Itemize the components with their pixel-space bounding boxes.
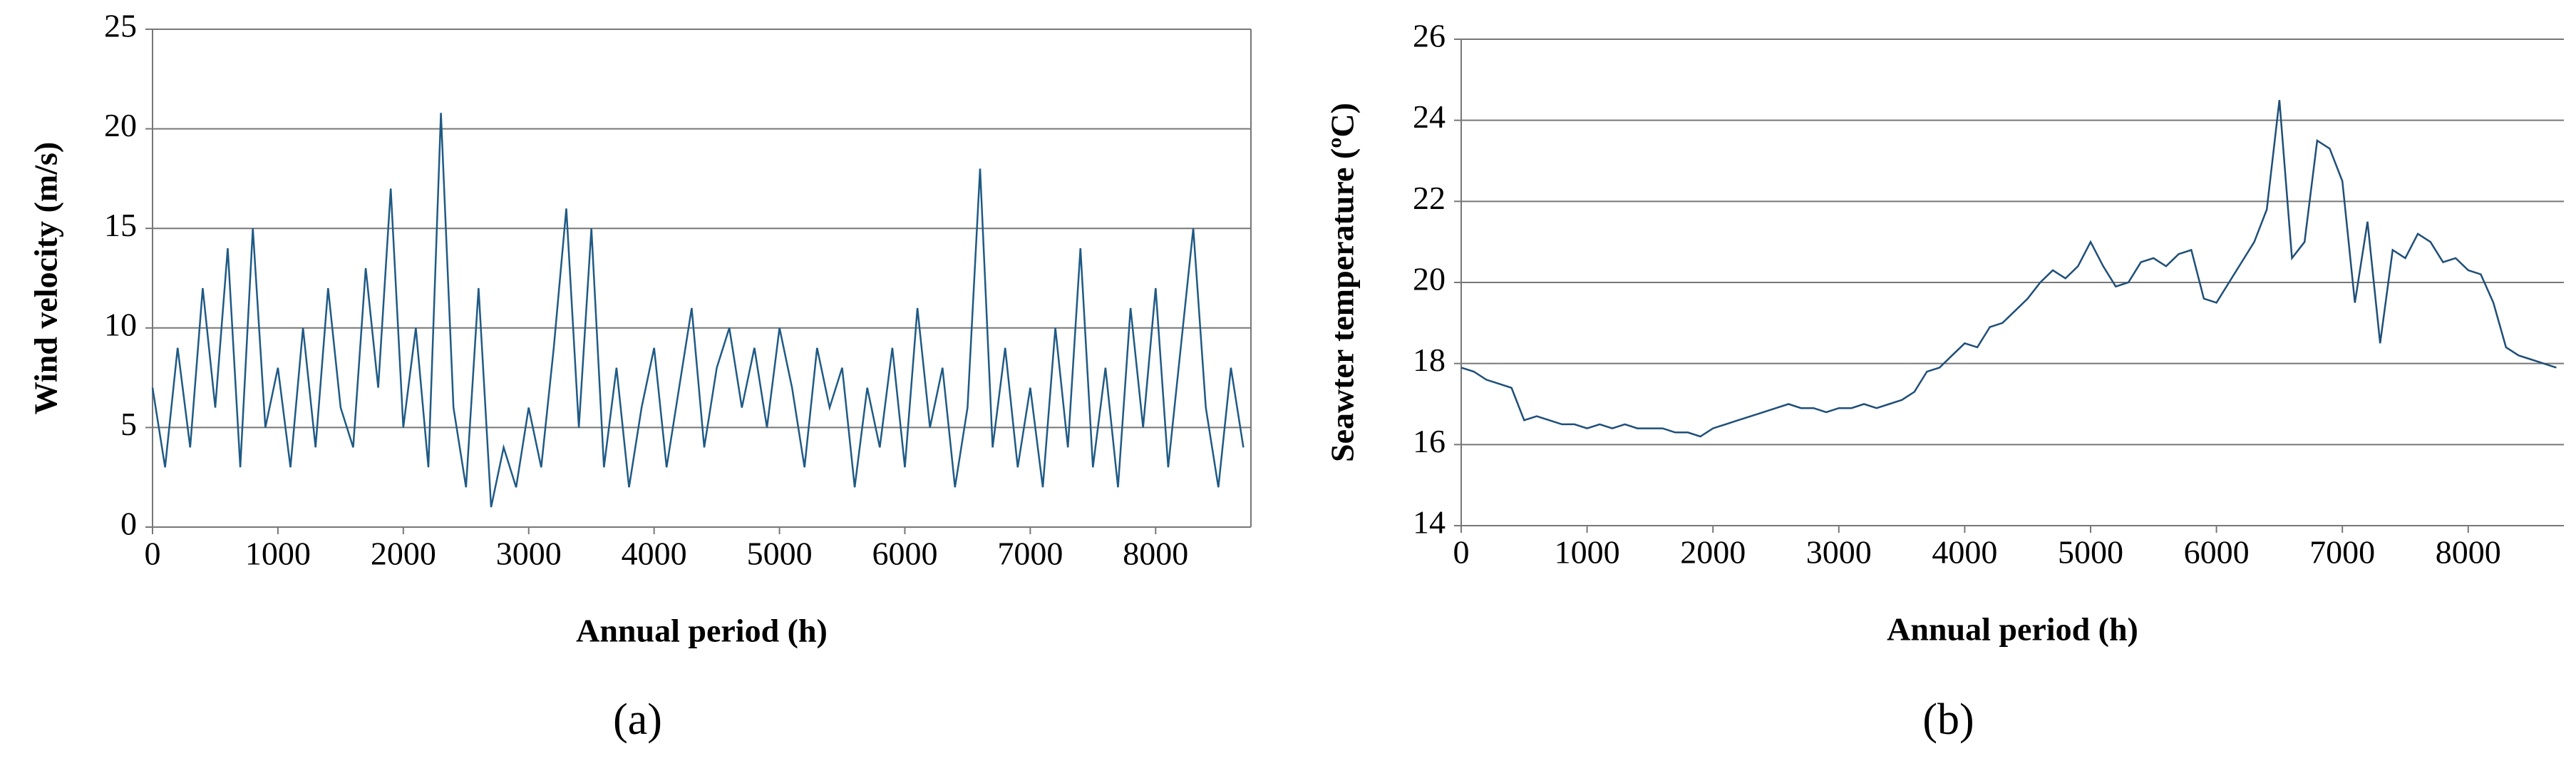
- y-tick-label: 14: [1413, 504, 1446, 541]
- caption: (a): [613, 695, 662, 744]
- y-tick-label: 5: [120, 406, 137, 442]
- x-tick-label: 4000: [622, 536, 687, 572]
- y-axis-title: Seawter temperature (ºC): [1324, 103, 1361, 462]
- x-tick-label: 5000: [747, 536, 813, 572]
- x-tick-label: 7000: [2309, 534, 2375, 571]
- x-tick-label: 0: [1453, 534, 1470, 571]
- y-tick-label: 10: [104, 306, 137, 342]
- x-tick-label: 4000: [1932, 534, 1997, 571]
- x-tick-label: 5000: [2058, 534, 2123, 571]
- y-tick-label: 16: [1413, 423, 1446, 459]
- y-tick-label: 18: [1413, 342, 1446, 378]
- x-tick-label: 2000: [371, 536, 436, 572]
- data-line: [151, 113, 1245, 508]
- x-axis-title: Annual period (h): [576, 613, 828, 649]
- chart: 0 5 10 15 20 25 0 1000 2000 3000 4000 5000 6000 7000 8…: [28, 8, 1252, 744]
- y-tick-label: 15: [104, 207, 137, 243]
- chart: 14 16 18 20 22 24 26 0 1000 2000 3000 4000 5000 6000 7…: [1324, 18, 2564, 744]
- y-tick-label: 20: [104, 107, 137, 143]
- x-tick-label: 6000: [872, 536, 937, 572]
- x-tick-label: 1000: [245, 536, 311, 572]
- x-tick-label: 2000: [1680, 534, 1746, 571]
- x-tick-label: 3000: [496, 536, 562, 572]
- x-tick-label: 6000: [2184, 534, 2250, 571]
- x-tick-label: 3000: [1806, 534, 1872, 571]
- x-tick-label: 0: [145, 536, 161, 572]
- x-tick-label: 8000: [1123, 536, 1188, 572]
- y-tick-label: 20: [1413, 261, 1446, 297]
- data-line: [1460, 100, 2557, 438]
- y-tick-label: 25: [104, 8, 137, 44]
- caption: (b): [1922, 695, 1974, 744]
- y-tick-label: 22: [1413, 180, 1446, 216]
- y-tick-label: 0: [120, 506, 137, 542]
- x-tick-label: 7000: [997, 536, 1063, 572]
- x-axis-title: Annual period (h): [1887, 611, 2138, 648]
- x-tick-label: 1000: [1555, 534, 1620, 571]
- x-tick-label: 8000: [2436, 534, 2501, 571]
- y-axis-title: Wind velocity (m/s): [28, 142, 64, 414]
- y-tick-label: 24: [1413, 98, 1446, 135]
- y-tick-label: 26: [1413, 18, 1446, 54]
